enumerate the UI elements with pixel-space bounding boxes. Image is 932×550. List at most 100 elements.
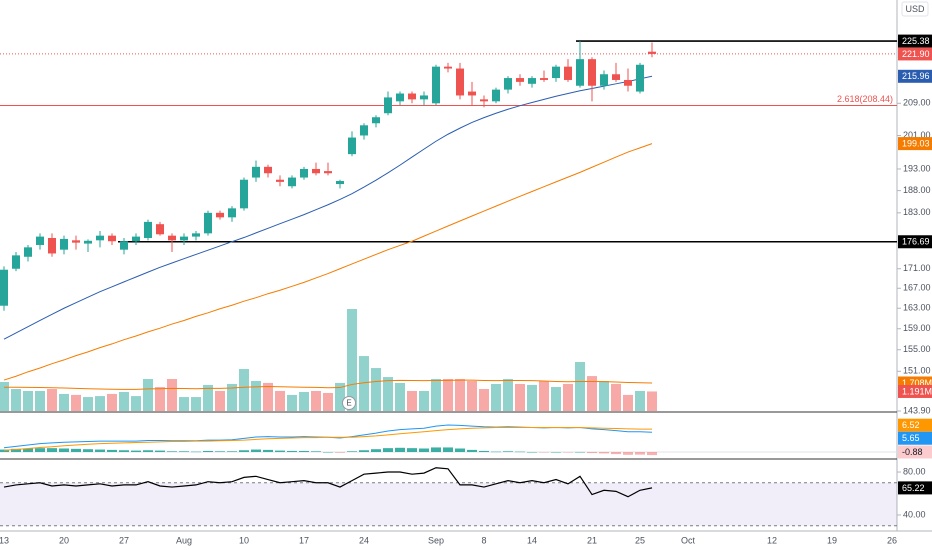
rsi-label-box [898, 481, 932, 495]
plot-layer: 2.618(208.44) 209.00 201.00 193.00 188.00 183… [0, 34, 932, 545]
volume-bar [191, 397, 201, 411]
moving-average-label: 215.96 [902, 71, 930, 81]
volume-bar [371, 368, 381, 411]
macd-histogram-bar [407, 448, 417, 452]
earnings-marker[interactable] [342, 396, 356, 410]
macd-histogram-label: -0.88 [902, 447, 923, 457]
candle-body [564, 66, 572, 80]
candle-body [336, 181, 344, 185]
volume-bar [455, 379, 465, 411]
volume-bar [143, 379, 153, 411]
candle-body [276, 179, 284, 182]
macd-histogram-bar [347, 451, 357, 452]
candle-body [384, 97, 392, 114]
y-tick-label: 201.00 [903, 130, 931, 140]
macd-histogram-bar [83, 449, 93, 452]
candle-body [252, 166, 260, 178]
x-tick-label: 14 [527, 535, 537, 545]
volume-ma-line [4, 379, 653, 390]
candle-body [228, 208, 236, 218]
volume-bar [119, 391, 129, 411]
macd-histogram-bar [419, 448, 429, 452]
macd-histogram-bar [251, 449, 261, 452]
y-tick-label: 188.00 [903, 185, 931, 195]
candle-body [84, 240, 92, 244]
macd-histogram-bar [263, 449, 273, 452]
macd-histogram-bar [539, 452, 549, 453]
volume-bar [227, 383, 237, 411]
macd-histogram-bar [527, 452, 537, 453]
volume-bar [527, 384, 537, 411]
currency-box[interactable] [901, 1, 929, 17]
volume-bar [491, 383, 501, 411]
candle-body [372, 117, 380, 124]
candle-body [576, 59, 584, 86]
volume-bar [107, 393, 117, 411]
candle-body [108, 235, 116, 242]
rsi-label: 65.22 [902, 483, 925, 493]
macd-histogram-bar [47, 448, 57, 452]
volume-bar [95, 396, 105, 411]
candle-body [420, 95, 428, 100]
y-tick-label: 183.00 [903, 207, 931, 217]
moving-average [3, 75, 653, 340]
macd-histogram-bar [383, 448, 393, 452]
candle-body [60, 238, 68, 250]
macd-histogram-bar [227, 451, 237, 452]
volume-bar [215, 390, 225, 411]
volume-bar [47, 389, 57, 411]
macd-histogram-bar [287, 450, 297, 452]
last-price-label-box [898, 47, 932, 61]
macd-histogram-bar [563, 452, 573, 453]
volume-bar [251, 380, 261, 411]
macd-histogram-bar [11, 448, 21, 452]
macd-histogram-bar [503, 451, 513, 452]
macd-histogram-bar [335, 452, 345, 453]
volume-bar [647, 391, 657, 411]
volume-bar [59, 393, 69, 411]
candle-body [204, 212, 212, 234]
volume-bar [11, 389, 21, 411]
candle-body [216, 212, 224, 218]
volume-bar [635, 390, 645, 411]
candle-body [36, 236, 44, 245]
fib-label: 2.618(208.44) [837, 94, 893, 104]
candle-body [360, 125, 368, 136]
candle-body [456, 68, 464, 96]
macd-histogram-bar [119, 450, 129, 452]
candle-body [144, 221, 152, 238]
volume-label: 1.191M [902, 386, 932, 396]
x-tick-label: Aug [176, 535, 192, 545]
macd-histogram-bar [359, 450, 369, 452]
candle-body [288, 177, 296, 187]
volume-label: 1.708M [902, 378, 932, 388]
macd-histogram-bar [59, 448, 69, 452]
candle-body [468, 91, 476, 96]
volume-bar [335, 382, 345, 411]
volume-bar [539, 380, 549, 411]
price-line-label: 176.69 [902, 237, 930, 247]
candle-body [156, 224, 164, 235]
rsi-tick-label: 40.00 [903, 509, 926, 519]
volume-bar [563, 383, 573, 411]
macd-histogram-bar [395, 447, 405, 452]
macd-signal-line [3, 427, 653, 451]
volume-bar [71, 394, 81, 411]
volume-bar [179, 397, 189, 411]
candle-body [132, 236, 140, 242]
candle-body [300, 168, 308, 178]
candle-body [312, 168, 320, 174]
candle-body [612, 74, 620, 80]
last-price-label: 221.90 [902, 49, 930, 59]
candle-body [180, 236, 188, 241]
macd-histogram-bar [479, 450, 489, 452]
candle-body [264, 166, 272, 174]
candle-body [324, 171, 332, 174]
x-tick-label: 26 [887, 535, 897, 545]
macd-histogram-bar [215, 451, 225, 452]
volume-bar [203, 384, 213, 411]
volume-bar [431, 379, 441, 411]
macd-histogram-bar [131, 450, 141, 452]
volume-bar [395, 382, 405, 411]
volume-bar [83, 397, 93, 411]
